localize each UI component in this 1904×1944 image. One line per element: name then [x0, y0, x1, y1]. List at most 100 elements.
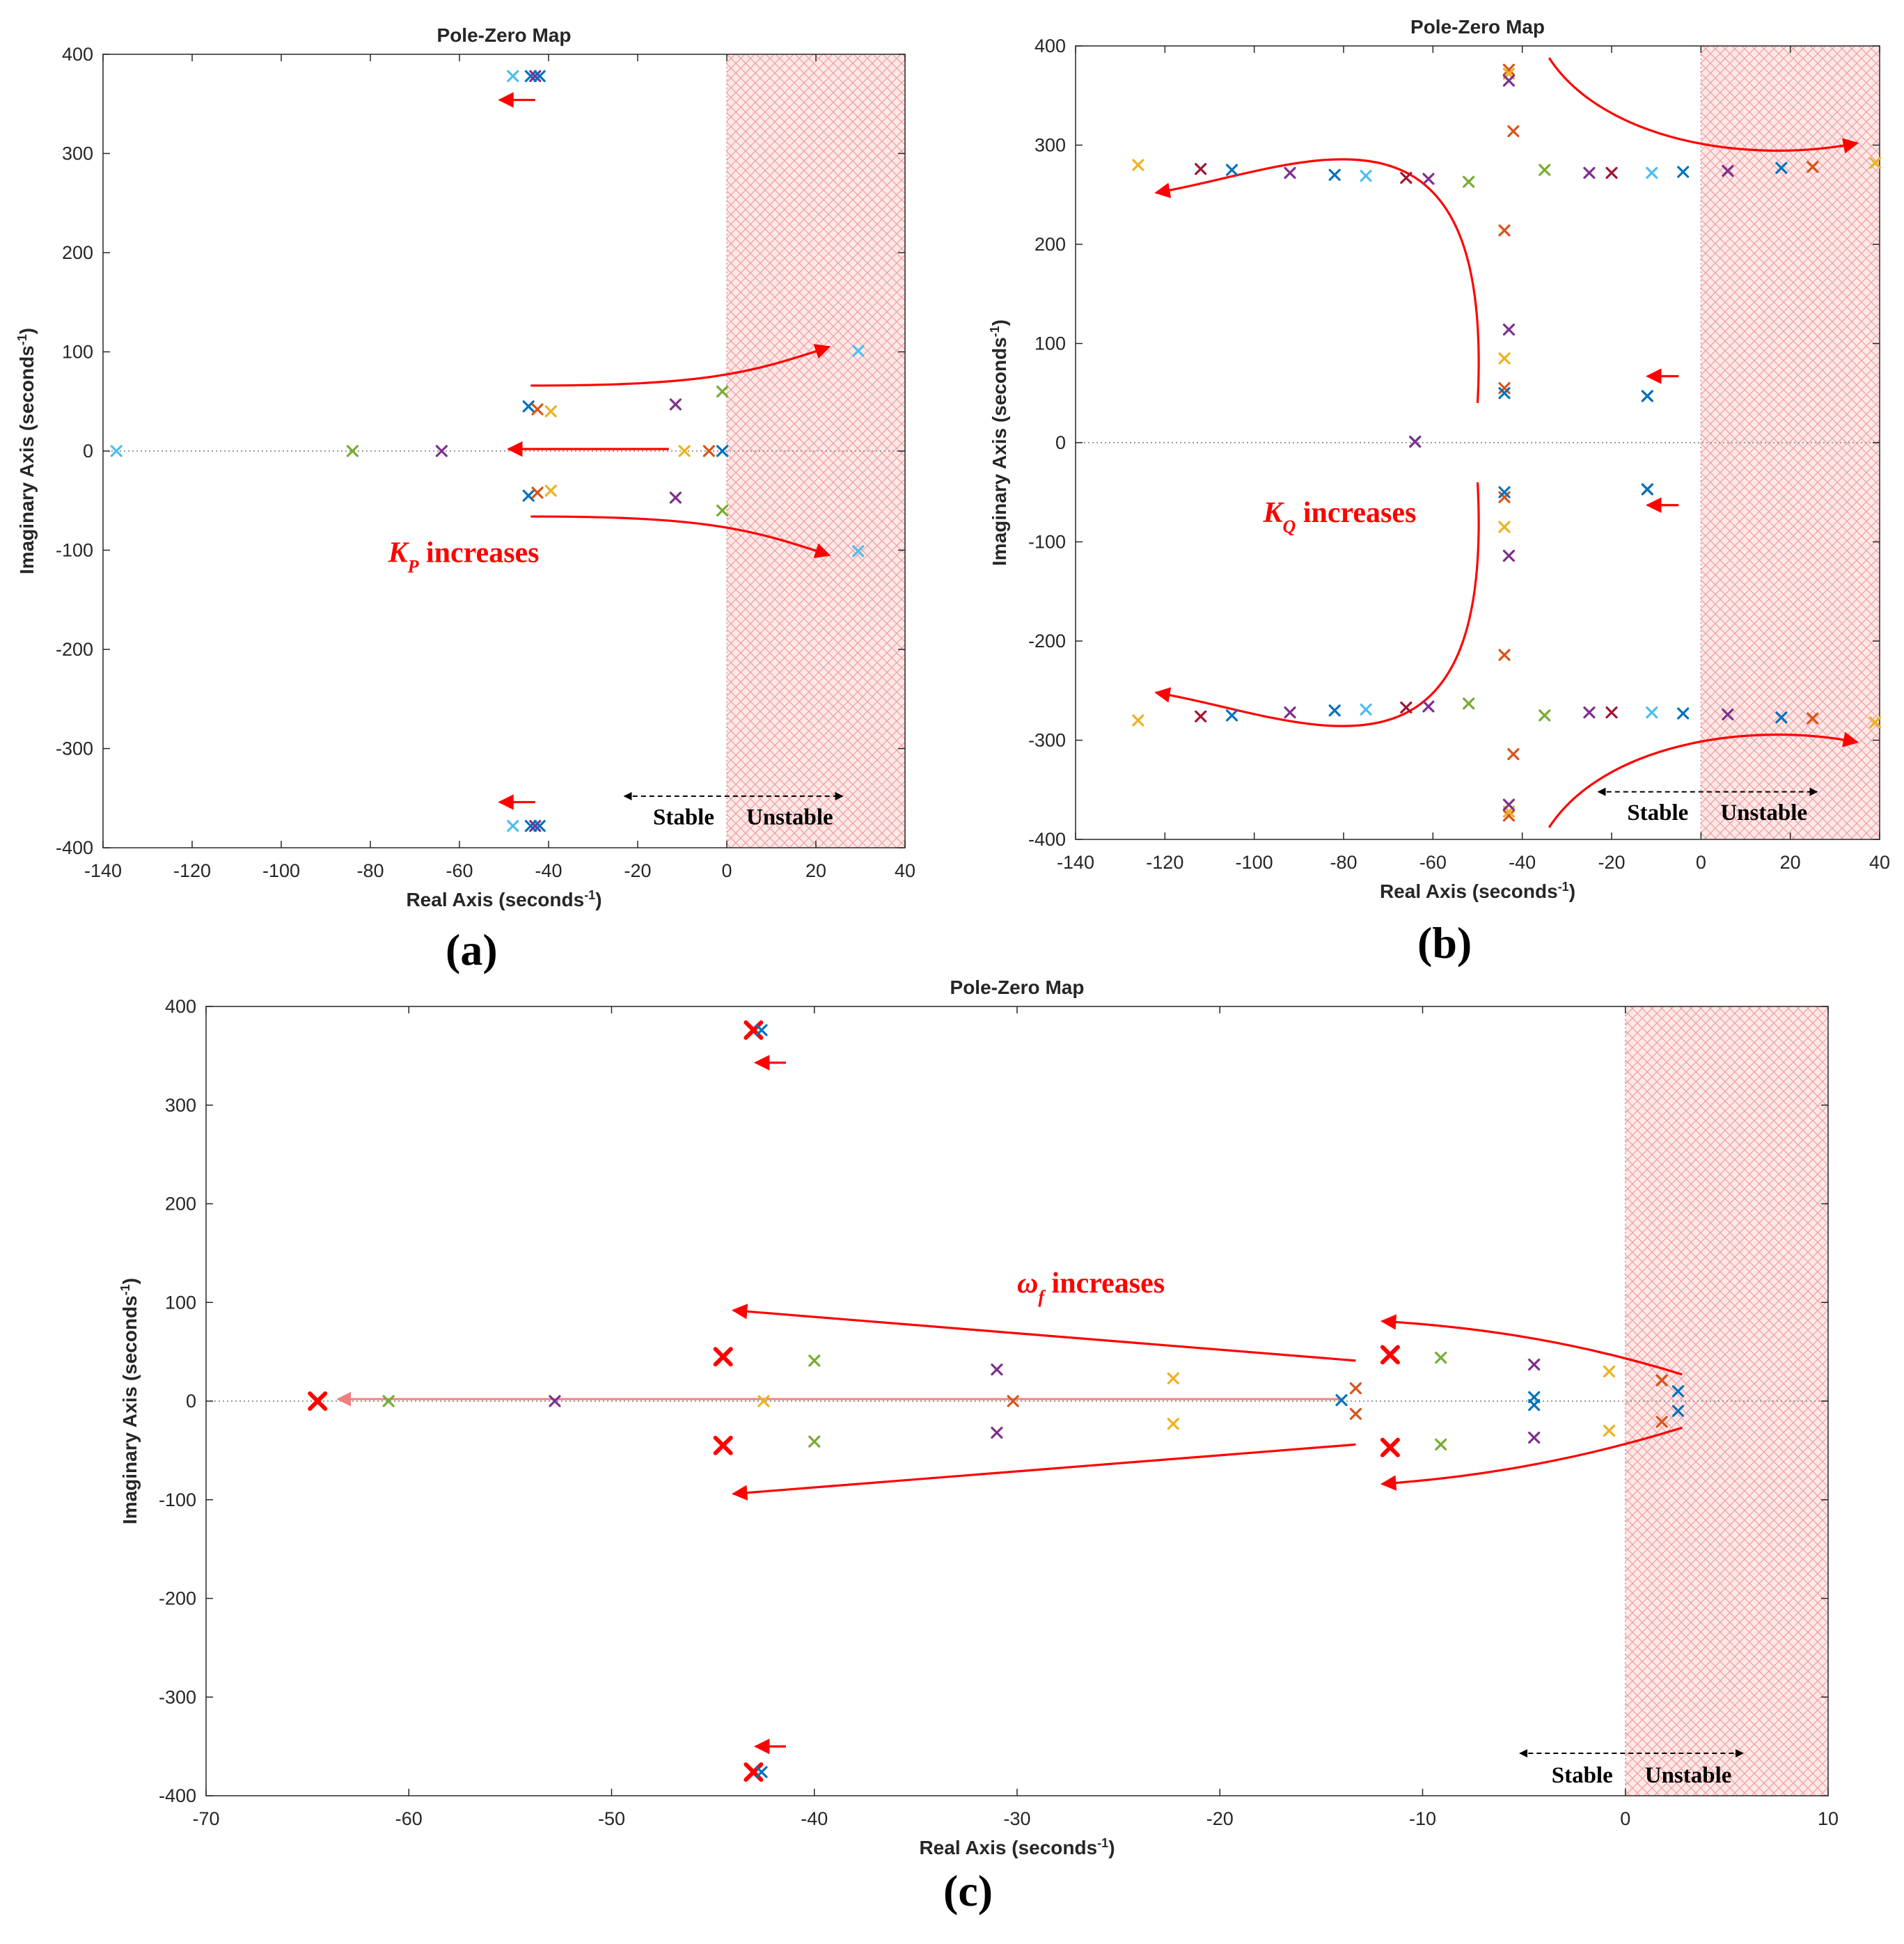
increase-annotation: KQ increases — [1263, 497, 1417, 537]
x-axis-label: Real Axis (seconds-1) — [919, 1836, 1115, 1858]
chart-title: Pole-Zero Map — [950, 977, 1085, 998]
pole-marker — [808, 1354, 821, 1367]
y-axis-label-exp: -1 — [15, 334, 29, 345]
annotation-text: increases — [1296, 497, 1416, 529]
y-tick-label: 200 — [165, 1194, 196, 1215]
x-axis-label-text: Real Axis (seconds — [919, 1837, 1097, 1858]
y-axis-label: Imaginary Axis (seconds-1) — [988, 319, 1010, 566]
x-tick-label: -140 — [1057, 852, 1094, 873]
pole-marker — [1435, 1352, 1447, 1364]
pole-marker — [669, 491, 682, 504]
pole-marker — [1380, 1437, 1400, 1457]
pole-marker — [1677, 166, 1690, 178]
pole-zero-map-a: -140 -120 -100 -80 -60 -40 -20 0 20 40-400-300-20… — [15, 24, 915, 910]
x-tick-label: -80 — [1330, 852, 1357, 873]
y-tick-label: 200 — [1034, 234, 1066, 255]
y-tick-label: 400 — [1034, 35, 1066, 56]
pole-marker — [1868, 716, 1882, 729]
pole-marker — [1195, 710, 1207, 722]
x-tick-label: -30 — [1003, 1808, 1030, 1829]
pole-marker — [743, 1762, 764, 1782]
pole-marker — [1007, 1395, 1019, 1407]
pole-marker — [1284, 706, 1296, 719]
x-tick-label: -60 — [395, 1808, 423, 1829]
y-tick-label: 400 — [62, 44, 93, 65]
annotation-text: increases — [1044, 1267, 1165, 1299]
y-tick-label: -100 — [1028, 532, 1066, 553]
trend-arrow — [1154, 482, 1480, 727]
pole-marker — [716, 385, 729, 398]
pole-marker — [1502, 63, 1516, 76]
pole-marker — [1328, 168, 1341, 181]
pole-marker — [1498, 224, 1511, 237]
y-tick-label: 100 — [62, 342, 93, 363]
pole-marker — [1502, 323, 1516, 336]
panel-label-c: (c) — [943, 1866, 993, 1915]
pole-marker — [110, 445, 123, 457]
pole-marker — [1328, 704, 1341, 717]
unstable-region — [727, 54, 905, 848]
x-tick-label: -120 — [173, 860, 211, 881]
y-tick-label: 300 — [1034, 135, 1066, 156]
pole-marker — [678, 445, 691, 457]
pole-marker — [1463, 697, 1475, 710]
x-tick-label: 0 — [1696, 852, 1706, 873]
pole-marker — [1775, 161, 1788, 174]
y-tick-label: 0 — [1055, 432, 1066, 453]
pole-marker — [1603, 1424, 1616, 1437]
x-tick-label: 10 — [1818, 1808, 1839, 1829]
x-tick-label: 0 — [1620, 1808, 1630, 1829]
y-axis-label-close: ) — [16, 328, 38, 334]
pole-marker — [757, 1395, 770, 1407]
y-tick-label: -300 — [159, 1686, 196, 1707]
stable-label: Stable — [1552, 1763, 1613, 1788]
x-axis-label-exp: -1 — [1558, 880, 1569, 894]
pole-marker — [1507, 748, 1520, 761]
pole-marker — [1539, 709, 1551, 722]
trend-arrow — [530, 515, 831, 558]
pole-marker — [1360, 703, 1372, 716]
x-axis-label-text: Real Axis (seconds — [1380, 880, 1558, 902]
trend-arrow — [530, 344, 831, 387]
pole-marker — [529, 820, 542, 832]
y-tick-label: -400 — [159, 1785, 196, 1806]
x-axis-label-text: Real Axis (seconds — [406, 889, 584, 910]
x-tick-label: -40 — [801, 1808, 828, 1829]
x-tick-label: 0 — [721, 860, 732, 881]
pole-marker — [1380, 1345, 1400, 1365]
y-tick-label: -200 — [1028, 631, 1066, 651]
trend-arrow — [1380, 1426, 1683, 1491]
pole-marker — [531, 487, 544, 499]
pole-marker — [1349, 1407, 1362, 1421]
y-axis-label-text: Imaginary Axis (seconds — [989, 337, 1010, 566]
y-tick-label: 0 — [83, 441, 93, 461]
pole-marker — [1603, 1365, 1616, 1378]
pole-marker — [1641, 483, 1653, 496]
y-tick-label: -200 — [159, 1588, 196, 1609]
trend-arrow — [1548, 732, 1859, 828]
pole-marker — [549, 1395, 561, 1407]
pole-marker — [533, 70, 546, 82]
pole-marker — [1677, 707, 1690, 720]
pole-marker — [1422, 700, 1435, 713]
pole-marker — [755, 1024, 768, 1036]
unstable-label: Unstable — [1720, 800, 1807, 825]
pole-marker — [1132, 714, 1144, 727]
x-tick-label: 20 — [805, 860, 826, 881]
pole-marker — [529, 70, 542, 82]
pole-marker — [1498, 521, 1511, 533]
pole-marker — [308, 1391, 328, 1411]
pole-marker — [991, 1426, 1003, 1439]
trend-arrow — [1548, 57, 1859, 154]
y-tick-label: 300 — [62, 143, 93, 164]
annotation-symbol: K — [388, 537, 410, 569]
pole-marker — [1132, 159, 1144, 171]
pole-marker — [1284, 166, 1296, 179]
y-axis-label-text: Imaginary Axis (seconds — [16, 345, 38, 574]
pole-marker — [852, 345, 865, 357]
x-tick-label: 40 — [1869, 852, 1890, 873]
y-tick-label: 300 — [165, 1095, 196, 1116]
y-axis-label-exp: -1 — [988, 326, 1002, 337]
pole-marker — [755, 1766, 768, 1778]
x-tick-label: -40 — [535, 860, 562, 881]
